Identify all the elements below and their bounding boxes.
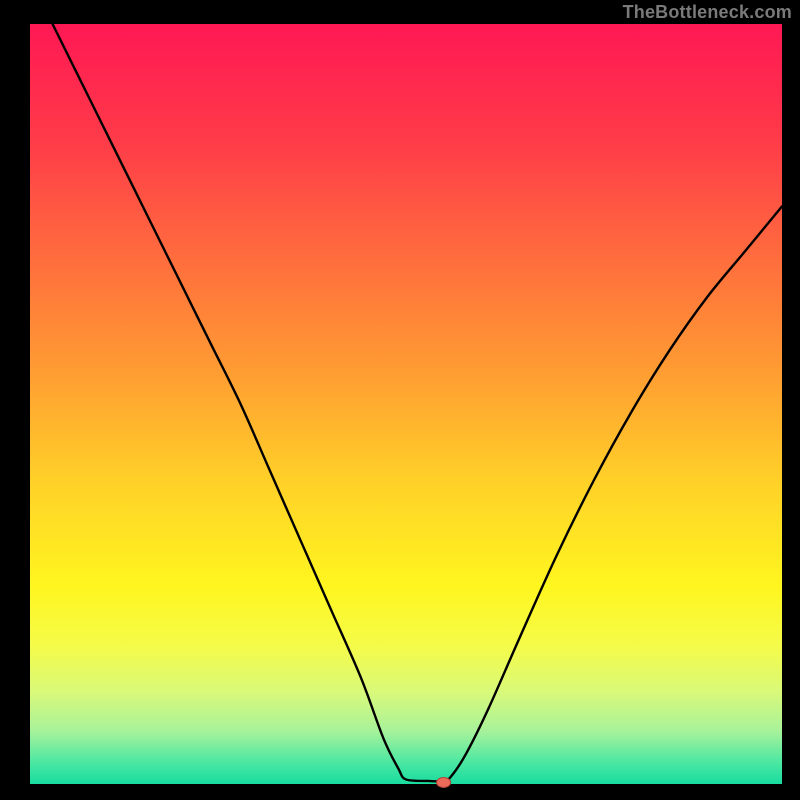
chart-stage: { "watermark": { "text": "TheBottleneck.… xyxy=(0,0,800,800)
chart-background xyxy=(30,24,782,784)
bottleneck-curve-chart xyxy=(0,0,800,800)
watermark-text: TheBottleneck.com xyxy=(623,2,792,23)
optimal-point-marker xyxy=(437,777,451,787)
